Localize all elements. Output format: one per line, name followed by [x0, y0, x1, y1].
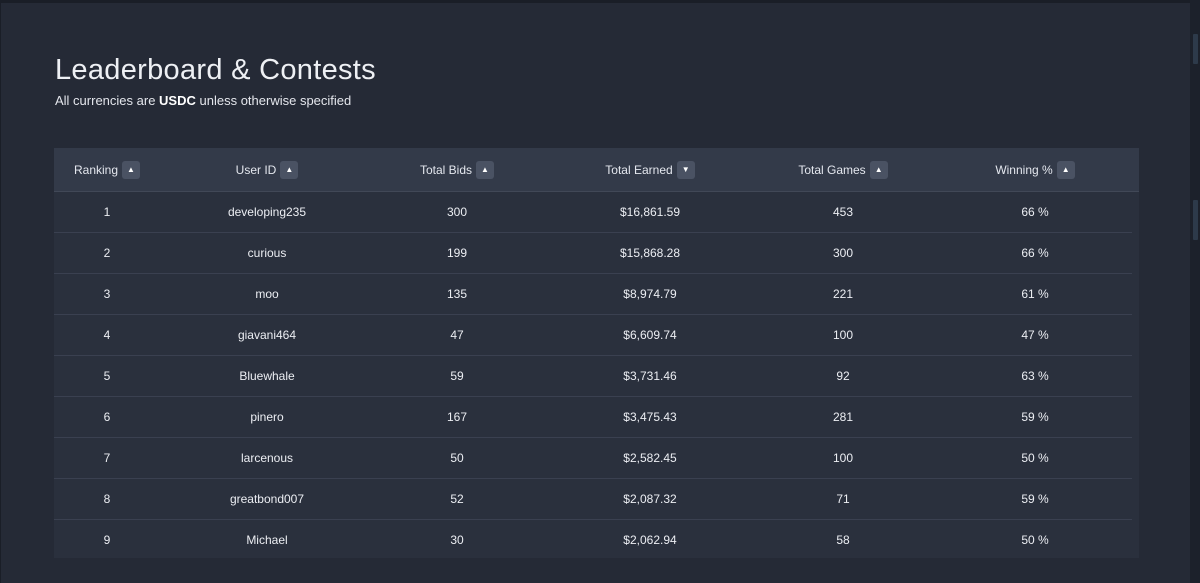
cell-total-bids: 199	[446, 246, 468, 260]
table-header: Ranking ▲ User ID ▲ Total Bids ▲ Total Earned ▼…	[54, 148, 1139, 192]
cell-total-games: 281	[832, 410, 854, 424]
header-total-games[interactable]: Total Games ▲	[753, 148, 933, 191]
cell-total-earned: $6,609.74	[623, 328, 677, 342]
cell-ranking: 3	[103, 287, 111, 301]
cell-ranking: 5	[103, 369, 111, 383]
cell-total-bids: 167	[446, 410, 468, 424]
cell-winning-pct: 59 %	[1021, 492, 1049, 506]
cell-total-games: 453	[832, 205, 854, 219]
cell-total-earned: $8,974.79	[623, 287, 677, 301]
table-row[interactable]: 2 curious 199 $15,868.28 300 66 %	[54, 233, 1132, 274]
cell-total-earned: $15,868.28	[619, 246, 681, 260]
cell-user-id: pinero	[250, 410, 284, 424]
column-label: Total Bids	[419, 162, 473, 177]
header-user-id[interactable]: User ID ▲	[177, 148, 357, 191]
cell-total-games: 300	[832, 246, 854, 260]
cell-user-id: developing235	[227, 205, 307, 219]
cell-total-games: 221	[832, 287, 854, 301]
cell-ranking: 8	[103, 492, 111, 506]
cell-total-bids: 300	[446, 205, 468, 219]
cell-user-id: Bluewhale	[239, 369, 295, 383]
subtitle-text-end: unless otherwise specified	[195, 93, 352, 108]
sort-caret-up-icon[interactable]: ▲	[1056, 160, 1075, 179]
sort-caret-up-icon[interactable]: ▲	[122, 160, 141, 179]
sort-caret-up-icon[interactable]: ▲	[280, 160, 299, 179]
table-row[interactable]: 3 moo 135 $8,974.79 221 61 %	[54, 274, 1132, 315]
table-body: 1 developing235 300 $16,861.59 453 66 % 2 curio…	[54, 192, 1139, 558]
cell-total-games: 100	[832, 328, 854, 342]
cell-winning-pct: 50 %	[1021, 451, 1049, 465]
cell-total-earned: $16,861.59	[619, 205, 681, 219]
cell-total-bids: 59	[450, 369, 464, 383]
cell-winning-pct: 50 %	[1021, 533, 1049, 547]
sort-caret-up-icon[interactable]: ▲	[869, 160, 888, 179]
column-label: Winning %	[995, 162, 1053, 177]
cell-total-games: 58	[836, 533, 850, 547]
cell-winning-pct: 63 %	[1021, 369, 1049, 383]
cell-winning-pct: 66 %	[1021, 246, 1049, 260]
cell-total-earned: $3,731.46	[623, 369, 677, 383]
cell-ranking: 1	[103, 205, 111, 219]
cell-winning-pct: 66 %	[1021, 205, 1049, 219]
cell-total-bids: 47	[450, 328, 464, 342]
table-row[interactable]: 1 developing235 300 $16,861.59 453 66 %	[54, 192, 1132, 233]
header-total-earned[interactable]: Total Earned ▼	[560, 148, 740, 191]
cell-winning-pct: 47 %	[1021, 328, 1049, 342]
leaderboard-table: Ranking ▲ User ID ▲ Total Bids ▲ Total Earned ▼…	[54, 148, 1139, 558]
cell-winning-pct: 61 %	[1021, 287, 1049, 301]
header-winning-pct[interactable]: Winning % ▲	[945, 148, 1125, 191]
right-edge-panel	[1190, 0, 1200, 583]
cell-total-games: 92	[836, 369, 850, 383]
cell-total-bids: 50	[450, 451, 464, 465]
cell-total-bids: 30	[450, 533, 464, 547]
cell-total-games: 71	[836, 492, 850, 506]
cell-ranking: 7	[103, 451, 111, 465]
currency-name: USDC	[159, 93, 196, 108]
cell-user-id: larcenous	[240, 451, 294, 465]
edge-mark	[1193, 34, 1198, 64]
table-row[interactable]: 4 giavani464 47 $6,609.74 100 47 %	[54, 315, 1132, 356]
cell-total-bids: 135	[446, 287, 468, 301]
page-subtitle: All currencies are USDC unless otherwise…	[55, 93, 351, 108]
table-row[interactable]: 5 Bluewhale 59 $3,731.46 92 63 %	[54, 356, 1132, 397]
header-ranking[interactable]: Ranking ▲	[54, 148, 197, 191]
cell-total-earned: $2,087.32	[623, 492, 677, 506]
cell-total-games: 100	[832, 451, 854, 465]
cell-total-earned: $2,062.94	[623, 533, 677, 547]
cell-total-earned: $2,582.45	[623, 451, 677, 465]
cell-user-id: greatbond007	[229, 492, 305, 506]
cell-user-id: moo	[255, 287, 279, 301]
header-total-bids[interactable]: Total Bids ▲	[367, 148, 547, 191]
subtitle-text: All currencies are	[55, 93, 160, 108]
cell-total-bids: 52	[450, 492, 464, 506]
edge-mark	[1193, 200, 1198, 240]
table-row[interactable]: 6 pinero 167 $3,475.43 281 59 %	[54, 397, 1132, 438]
cell-user-id: giavani464	[237, 328, 297, 342]
table-row[interactable]: 8 greatbond007 52 $2,087.32 71 59 %	[54, 479, 1132, 520]
sort-caret-down-icon[interactable]: ▼	[676, 160, 695, 179]
cell-total-earned: $3,475.43	[623, 410, 677, 424]
cell-winning-pct: 59 %	[1021, 410, 1049, 424]
page-title: Leaderboard & Contests	[55, 54, 376, 86]
sort-caret-up-icon[interactable]: ▲	[476, 160, 495, 179]
cell-ranking: 9	[103, 533, 111, 547]
column-label: Ranking	[73, 162, 119, 177]
cell-user-id: curious	[247, 246, 287, 260]
cell-user-id: Michael	[246, 533, 288, 547]
cell-ranking: 6	[103, 410, 111, 424]
column-label: Total Earned	[605, 162, 673, 177]
column-label: User ID	[235, 162, 277, 177]
column-label: Total Games	[798, 162, 866, 177]
cell-ranking: 2	[103, 246, 111, 260]
table-row[interactable]: 9 Michael 30 $2,062.94 58 50 %	[54, 520, 1132, 558]
table-row[interactable]: 7 larcenous 50 $2,582.45 100 50 %	[54, 438, 1132, 479]
cell-ranking: 4	[103, 328, 111, 342]
